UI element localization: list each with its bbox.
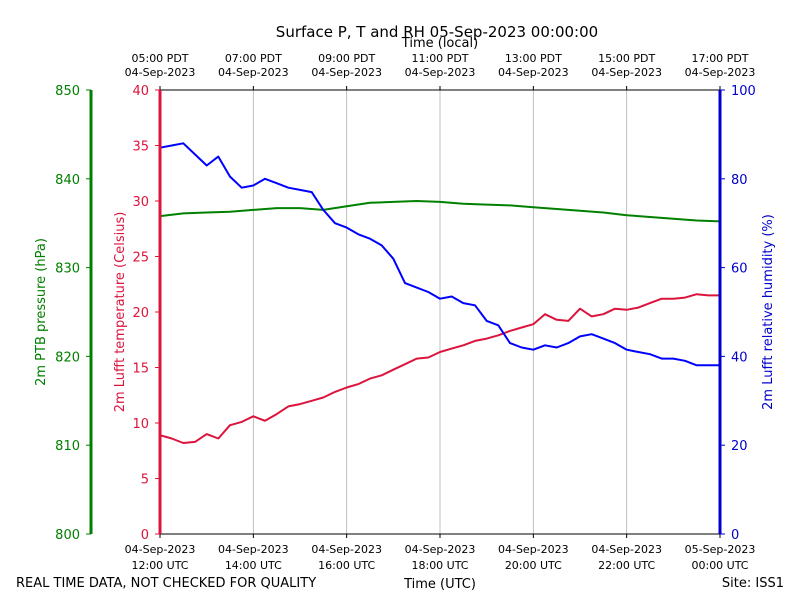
top-x-tick-label: 05:00 PDT [131,52,188,65]
humidity-axis-tick-label: 40 [731,350,748,365]
temperature-axis-tick-label: 10 [132,417,149,432]
pressure-axis-tick-label: 800 [55,528,80,543]
humidity-axis-tick-label: 100 [731,84,756,99]
x-tick-label: 04-Sep-2023 [311,543,382,556]
top-x-tick-label: 04-Sep-2023 [405,66,476,79]
x-tick-label: 20:00 UTC [505,559,562,572]
top-x-tick-label: 13:00 PDT [505,52,562,65]
temperature-axis-tick-label: 25 [132,251,149,266]
humidity-axis-tick-label: 60 [731,262,748,277]
top-x-tick-label: 04-Sep-2023 [498,66,569,79]
x-tick-label: 14:00 UTC [225,559,282,572]
x-tick-label: 04-Sep-2023 [498,543,569,556]
x-tick-label: 18:00 UTC [411,559,468,572]
top-x-tick-label: 04-Sep-2023 [125,66,196,79]
humidity-axis-label: 2m Lufft relative humidity (%) [761,214,776,410]
x-tick-label: 22:00 UTC [598,559,655,572]
temperature-axis-tick-label: 20 [132,306,149,321]
x-tick-label: 00:00 UTC [691,559,748,572]
temperature-line [159,293,720,444]
x-tick-label: 04-Sep-2023 [405,543,476,556]
x-tick-label: 04-Sep-2023 [218,543,289,556]
x-axis-label: Time (UTC) [403,577,476,592]
pressure-axis-tick-label: 820 [55,350,80,365]
top-x-tick-label: 11:00 PDT [411,52,468,65]
pressure-axis-label: 2m PTB pressure (hPa) [34,238,49,386]
x-tick-label: 04-Sep-2023 [591,543,662,556]
top-x-tick-label: 17:00 PDT [691,52,748,65]
temperature-axis-tick-label: 15 [132,362,149,377]
temperature-axis-tick-label: 40 [132,84,149,99]
temperature-axis-tick-label: 35 [132,140,149,155]
top-x-tick-label: 04-Sep-2023 [591,66,662,79]
humidity-line [159,142,720,367]
pressure-axis-tick-label: 840 [55,173,80,188]
x-tick-label: 04-Sep-2023 [125,543,196,556]
x-tick-label: 16:00 UTC [318,559,375,572]
top-x-tick-label: 15:00 PDT [598,52,655,65]
x-tick-label: 05-Sep-2023 [685,543,756,556]
pressure-line [159,200,721,223]
top-x-tick-label: 04-Sep-2023 [311,66,382,79]
humidity-axis-tick-label: 80 [731,173,748,188]
x-tick-label: 12:00 UTC [131,559,188,572]
top-x-tick-label: 09:00 PDT [318,52,375,65]
site-label: Site: ISS1 [722,576,784,591]
axes [86,86,725,538]
chart-title: Surface P, T and RH 05-Sep-2023 00:00:00 [276,23,598,41]
top-axis-label: Time (local) [401,36,478,51]
top-x-tick-label: 04-Sep-2023 [218,66,289,79]
pressure-axis-tick-label: 830 [55,262,80,277]
temperature-axis-label: 2m Lufft temperature (Celsius) [113,212,128,413]
top-x-tick-label: 07:00 PDT [225,52,282,65]
quality-notice: REAL TIME DATA, NOT CHECKED FOR QUALITY [16,576,316,591]
temperature-axis-tick-label: 30 [132,195,149,210]
humidity-axis-tick-label: 20 [731,439,748,454]
pressure-axis-tick-label: 810 [55,439,80,454]
top-x-tick-label: 04-Sep-2023 [685,66,756,79]
temperature-axis-tick-label: 0 [141,528,149,543]
humidity-axis-tick-label: 0 [731,528,739,543]
data-series [159,142,721,444]
grid-lines [252,90,628,534]
pressure-axis-tick-label: 850 [55,84,80,99]
temperature-axis-tick-label: 5 [141,473,149,488]
